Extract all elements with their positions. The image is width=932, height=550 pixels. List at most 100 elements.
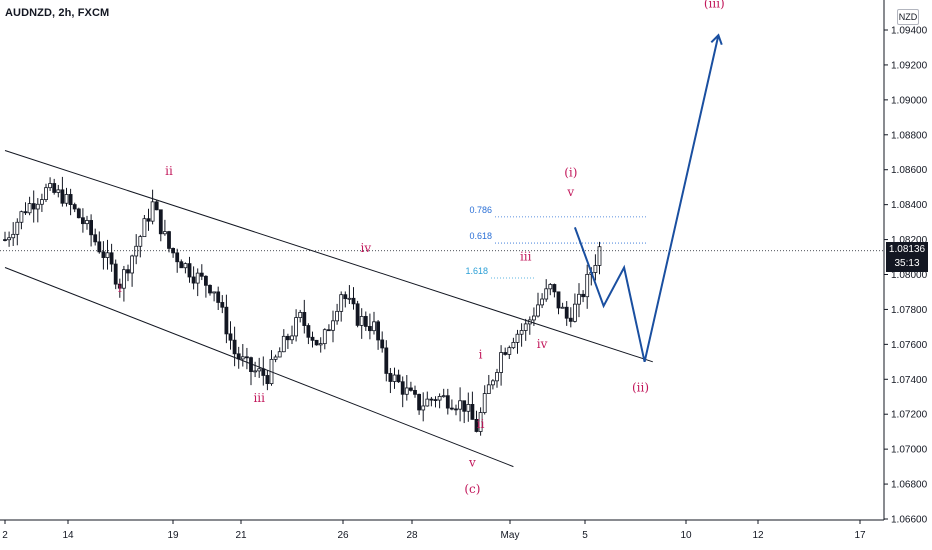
time-tick-label: 12: [752, 530, 764, 541]
candle-body: [261, 368, 266, 376]
time-tick-label: 17: [854, 530, 866, 541]
wave-label: iv: [360, 241, 371, 255]
candle-body: [281, 335, 286, 353]
fib-level-label: 1.618: [465, 266, 488, 276]
currency-badge[interactable]: NZD: [897, 9, 919, 25]
time-tick-label: 5: [582, 530, 588, 541]
candle-body: [400, 381, 405, 395]
candle-body: [507, 347, 512, 355]
candle-body: [203, 275, 208, 286]
candle-body: [577, 293, 581, 305]
candle-body: [540, 298, 544, 306]
candle-body: [162, 231, 167, 235]
candle-body: [564, 306, 569, 319]
candle-body: [232, 339, 237, 355]
candle-body: [544, 288, 549, 300]
candle-body: [335, 310, 340, 322]
candle-body: [445, 395, 450, 409]
candle-body: [298, 311, 303, 318]
candle-body: [154, 201, 159, 211]
candle-body: [490, 380, 495, 386]
price-tick-label: 1.07200: [891, 410, 928, 421]
wave-label: i: [479, 347, 483, 361]
wave-label: iii: [253, 391, 265, 405]
candle-body: [3, 239, 7, 241]
candle-body: [310, 336, 315, 341]
candle-body: [523, 323, 528, 331]
candle-body: [7, 237, 11, 241]
candle-body: [60, 189, 65, 204]
wave-label: ii: [165, 164, 173, 178]
candle-body: [318, 343, 323, 346]
candle-body: [134, 245, 139, 257]
candle-body: [396, 374, 401, 383]
candle-body: [458, 400, 463, 410]
candle-body: [228, 333, 233, 341]
candle-body: [31, 203, 36, 210]
candle-body: [408, 387, 413, 391]
price-tick-label: 1.06800: [891, 480, 928, 491]
candle-body: [56, 189, 61, 193]
candle-body: [495, 372, 499, 382]
bar-countdown: 35:13: [894, 258, 920, 269]
candle-body: [253, 370, 258, 373]
candle-body: [113, 263, 118, 285]
price-tick-label: 1.09000: [891, 95, 928, 106]
candle-body: [343, 294, 348, 300]
price-tick-label: 1.06600: [891, 515, 928, 526]
time-tick-label: May: [501, 530, 520, 541]
candle-body: [433, 399, 438, 401]
candle-body: [101, 251, 106, 258]
time-tick-label: 2: [2, 530, 8, 541]
candle-body: [441, 395, 446, 398]
candle-body: [351, 297, 356, 305]
candle-body: [503, 352, 508, 355]
candle-body: [486, 384, 491, 394]
wave-label: iv: [537, 337, 548, 351]
price-tick-label: 1.08200: [891, 235, 928, 246]
time-tick-label: 19: [167, 530, 179, 541]
candle-body: [384, 347, 389, 374]
price-tick-label: 1.08800: [891, 130, 928, 141]
candle-body: [265, 375, 270, 385]
projection-arrowhead: [710, 33, 723, 45]
chart-title: AUDNZD, 2h, FXCM: [5, 7, 110, 19]
candle-body: [48, 183, 52, 189]
candle-body: [355, 303, 360, 326]
price-tick-label: 1.09400: [891, 26, 928, 37]
candle-body: [388, 373, 393, 382]
candle-body: [556, 291, 561, 309]
candle-body: [470, 404, 475, 420]
candle-body: [175, 252, 180, 263]
current-price-tag: 1.08136 35:13: [886, 242, 928, 272]
candle-body: [257, 368, 262, 372]
candle-body: [359, 316, 364, 326]
wave-label: ii: [477, 417, 485, 431]
price-tick-label: 1.07800: [891, 305, 928, 316]
wave-label: iii: [520, 250, 532, 264]
wave-label: v: [566, 185, 574, 199]
candle-body: [109, 252, 114, 265]
wave-label: i: [118, 281, 122, 295]
candle-body: [244, 356, 249, 359]
wave-label: (ii): [632, 381, 649, 395]
candle-body: [294, 317, 299, 337]
candle-body: [11, 233, 16, 239]
candle-body: [597, 246, 602, 266]
candle-body: [421, 405, 426, 411]
candle-body: [532, 315, 536, 321]
candle-body: [425, 398, 430, 407]
candle-body: [560, 306, 565, 309]
candle-body: [158, 209, 163, 235]
candle-body: [548, 284, 553, 290]
candle-body: [552, 284, 557, 293]
channel-lower-line: [4, 267, 514, 468]
price-tick-label: 1.09200: [891, 60, 928, 71]
candle-body: [515, 333, 520, 343]
candle-body: [536, 304, 540, 317]
candle-body: [429, 398, 434, 401]
candle-body: [331, 320, 335, 331]
candle-body: [367, 326, 372, 332]
candle-body: [224, 306, 229, 335]
